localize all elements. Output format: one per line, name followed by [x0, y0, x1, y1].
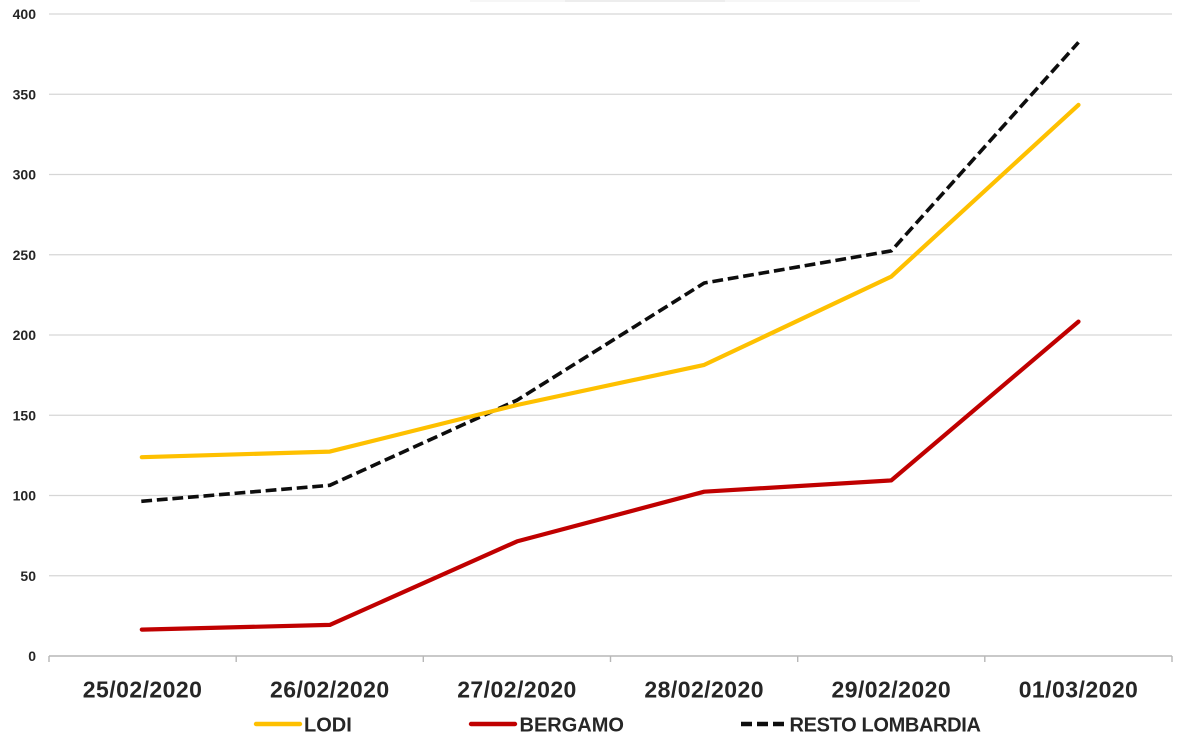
svg-text:26/02/2020: 26/02/2020 — [270, 677, 390, 703]
svg-text:350: 350 — [13, 86, 37, 102]
svg-text:250: 250 — [13, 247, 37, 263]
svg-text:29/02/2020: 29/02/2020 — [831, 677, 951, 703]
svg-text:150: 150 — [13, 407, 37, 423]
svg-text:28/02/2020: 28/02/2020 — [644, 677, 764, 703]
svg-text:400: 400 — [13, 6, 37, 22]
svg-text:0: 0 — [28, 648, 36, 664]
svg-text:RESTO LOMBARDIA: RESTO LOMBARDIA — [790, 715, 981, 737]
svg-text:50: 50 — [20, 568, 36, 584]
svg-text:LODI: LODI — [304, 715, 352, 737]
svg-text:100: 100 — [13, 488, 37, 504]
svg-text:01/03/2020: 01/03/2020 — [1019, 677, 1139, 703]
svg-text:300: 300 — [13, 167, 37, 183]
svg-text:25/02/2020: 25/02/2020 — [83, 677, 203, 703]
svg-text:27/02/2020: 27/02/2020 — [457, 677, 577, 703]
svg-text:200: 200 — [13, 327, 37, 343]
svg-text:BERGAMO: BERGAMO — [520, 715, 624, 737]
